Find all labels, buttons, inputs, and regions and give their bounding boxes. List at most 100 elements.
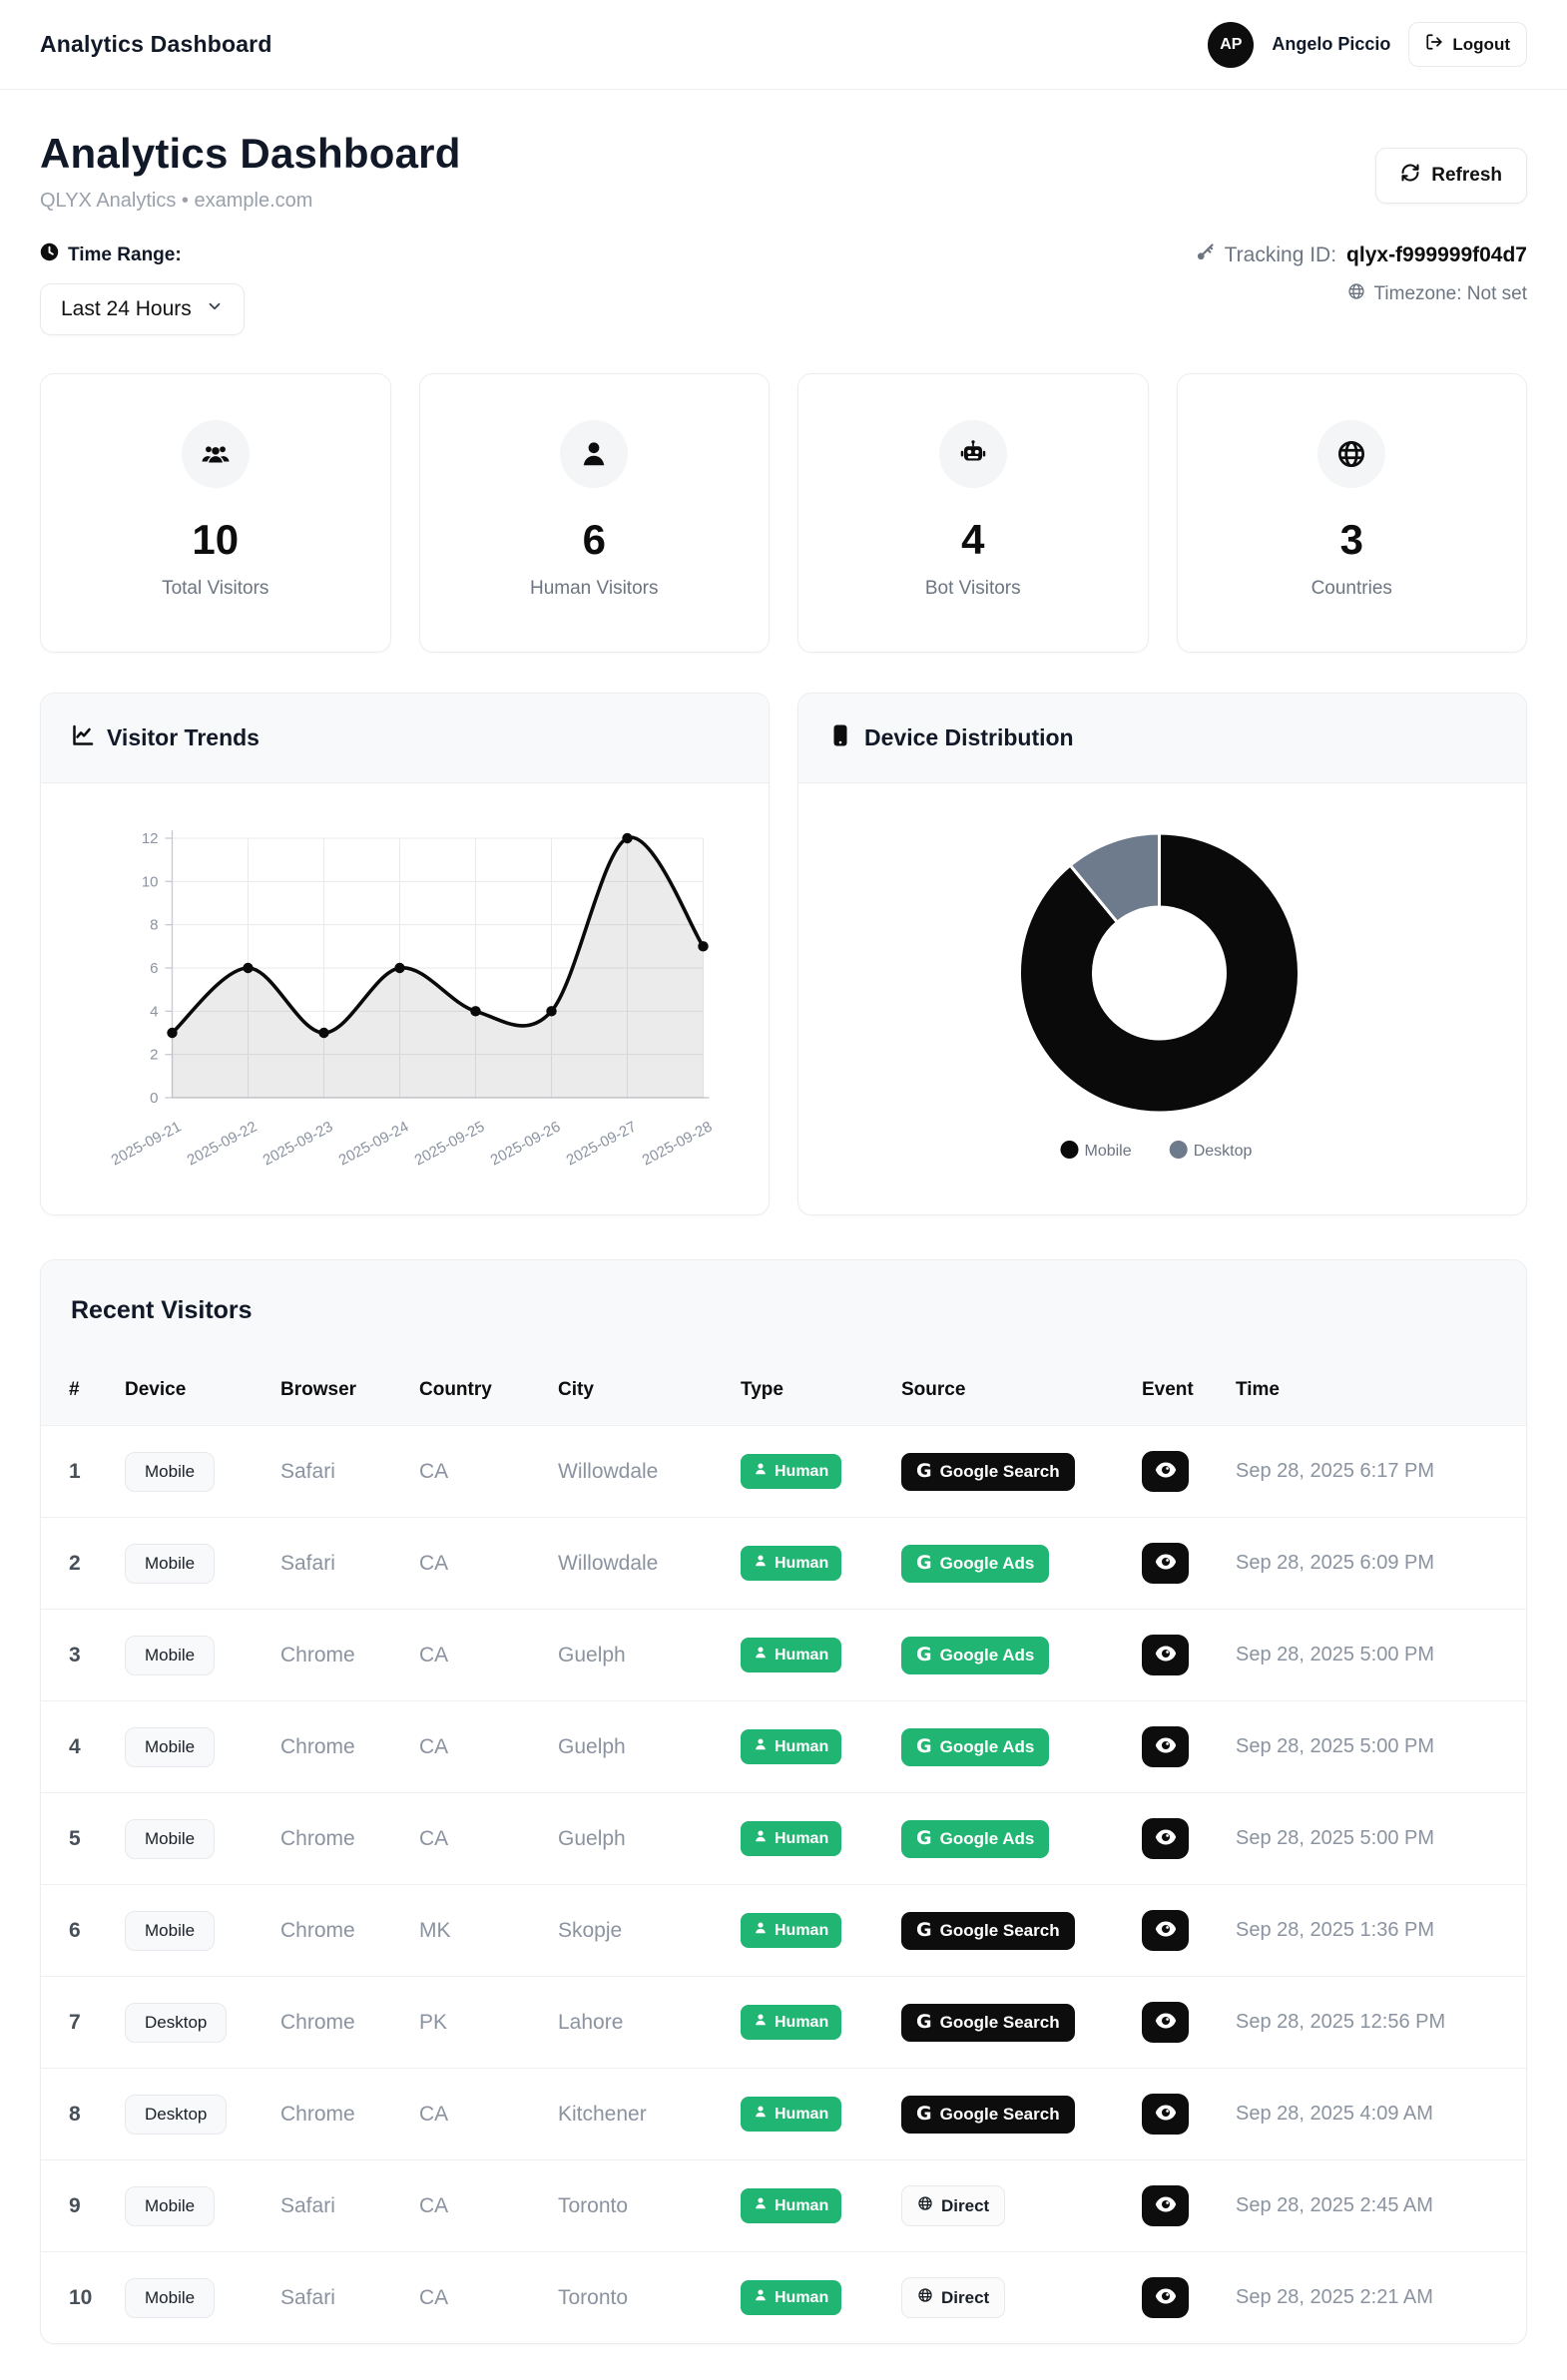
view-event-button[interactable] [1142,2094,1189,2135]
stat-card-countries: 3 Countries [1176,373,1527,653]
human-badge: Human [741,1729,842,1764]
view-event-button[interactable] [1142,1451,1189,1492]
controls-row: Time Range: Last 24 Hours Tracking ID: q… [40,242,1527,335]
clock-icon [40,242,59,267]
globe-icon [917,2287,933,2308]
visitor-country: CA [409,1700,548,1793]
visitor-trends-header: Visitor Trends [41,694,769,783]
person-icon [754,1462,768,1481]
key-icon [1195,242,1215,268]
svg-text:6: 6 [150,960,158,977]
source-badge-google-search: G Google Search [901,2003,1075,2042]
visitor-source-cell: G Google Ads [891,1700,1132,1793]
human-badge: Human [741,1913,842,1948]
timezone-text: Timezone: Not set [1373,283,1527,304]
eye-icon [1155,2287,1177,2308]
visitor-index: 7 [41,1976,115,2069]
refresh-label: Refresh [1431,165,1502,186]
eye-icon [1155,2012,1177,2033]
svg-text:2025-09-27: 2025-09-27 [564,1119,640,1170]
device-badge: Desktop [125,2094,228,2135]
table-row: 3 Mobile Chrome CA Guelph Human G Google Ads Sep… [41,1609,1526,1701]
google-g-icon: G [916,1644,932,1666]
eye-icon [1155,2195,1177,2216]
time-range-select[interactable]: Last 24 Hours [40,283,245,335]
person-icon [754,1737,768,1756]
device-badge: Mobile [125,1910,216,1951]
top-navbar: Analytics Dashboard AP Angelo Piccio Log… [0,0,1567,90]
recent-visitors-table: # Device Browser Country City Type Sourc… [41,1355,1526,2343]
visitor-device-cell: Mobile [115,1425,270,1518]
device-distribution-card: Device Distribution Mobile Desktop [797,693,1527,1215]
eye-icon [1155,2104,1177,2125]
visitor-time: Sep 28, 2025 6:09 PM [1226,1517,1526,1610]
visitor-source-cell: G Google Ads [891,1517,1132,1610]
time-range-label-row: Time Range: [40,242,245,267]
eye-icon [1155,1920,1177,1941]
visitor-browser: Safari [270,2251,409,2343]
users-group-icon [181,420,250,488]
visitor-time: Sep 28, 2025 5:00 PM [1226,1700,1526,1793]
visitor-event-cell [1132,1792,1226,1885]
table-row: 9 Mobile Safari CA Toronto Human Direct Sep 28,… [41,2159,1526,2252]
human-badge: Human [741,2005,842,2040]
view-event-button[interactable] [1142,2002,1189,2043]
visitor-device-cell: Mobile [115,1792,270,1885]
svg-text:12: 12 [142,830,159,847]
device-badge: Mobile [125,1543,216,1584]
visitor-city: Guelph [548,1609,731,1701]
line-chart-icon [71,723,95,752]
globe-icon [1317,420,1386,488]
view-event-button[interactable] [1142,1726,1189,1767]
view-event-button[interactable] [1142,1635,1189,1675]
time-range-label: Time Range: [68,243,182,265]
stat-label: Total Visitors [162,578,269,599]
robot-icon [938,420,1007,488]
logout-button[interactable]: Logout [1408,22,1527,67]
source-badge-google-ads: G Google Ads [901,1819,1050,1858]
avatar[interactable]: AP [1208,21,1255,68]
recent-visitors-title: Recent Visitors [71,1296,253,1324]
visitor-country: CA [409,2159,548,2252]
svg-text:8: 8 [150,917,158,934]
stat-card-human-visitors: 6 Human Visitors [418,373,770,653]
eye-icon [1155,1828,1177,1849]
view-event-button[interactable] [1142,1543,1189,1584]
visitor-city: Toronto [548,2159,731,2252]
col-header-type: Type [741,1379,784,1400]
visitor-device-cell: Desktop [115,2068,270,2160]
refresh-button[interactable]: Refresh [1375,148,1527,204]
visitor-type-cell: Human [731,1792,891,1885]
view-event-button[interactable] [1142,2277,1189,2318]
visitor-city: Willowdale [548,1517,731,1610]
visitor-city: Kitchener [548,2068,731,2160]
view-event-button[interactable] [1142,1818,1189,1859]
navbar-user-area: AP Angelo Piccio Logout [1208,21,1527,68]
svg-text:2025-09-25: 2025-09-25 [412,1119,488,1170]
visitor-source-cell: G Google Ads [891,1609,1132,1701]
table-row: 2 Mobile Safari CA Willowdale Human G Google Ad… [41,1517,1526,1610]
page-title: Analytics Dashboard [40,130,461,177]
device-badge: Mobile [125,1818,216,1859]
google-g-icon: G [916,1460,932,1482]
stat-label: Bot Visitors [924,578,1021,599]
device-badge: Mobile [125,1635,216,1675]
col-header-city: City [558,1379,594,1400]
visitor-index: 9 [41,2159,115,2252]
col-header-country: Country [419,1379,492,1400]
device-distribution-chart: Mobile Desktop [798,783,1526,1214]
visitor-type-cell: Human [731,1976,891,2069]
view-event-button[interactable] [1142,1910,1189,1951]
visitor-browser: Safari [270,1425,409,1518]
visitor-trends-chart: 0 2 4 6 8 10 12 2025-09-21 2025-09-22 2025-09-23 2… [41,783,769,1214]
visitor-device-cell: Mobile [115,2159,270,2252]
visitor-city: Guelph [548,1700,731,1793]
device-badge: Mobile [125,2277,216,2318]
visitor-browser: Chrome [270,2068,409,2160]
eye-icon [1155,1553,1177,1574]
view-event-button[interactable] [1142,2185,1189,2226]
human-badge: Human [741,1821,842,1856]
svg-text:4: 4 [150,1003,158,1020]
stat-label: Human Visitors [530,578,659,599]
